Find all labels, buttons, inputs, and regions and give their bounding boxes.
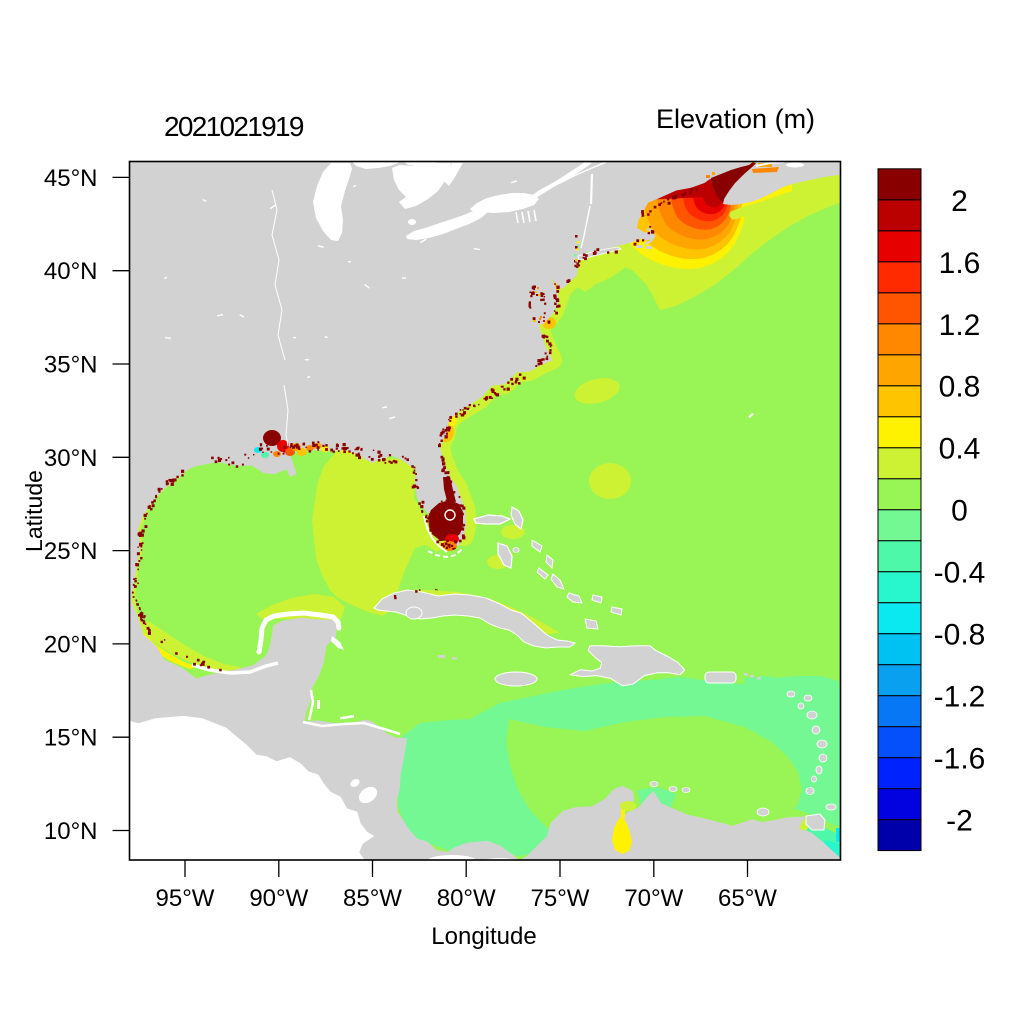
- svg-text:85°W: 85°W: [343, 885, 402, 912]
- svg-text:70°W: 70°W: [624, 885, 683, 912]
- svg-text:95°W: 95°W: [156, 885, 215, 912]
- svg-text:20°N: 20°N: [44, 631, 98, 658]
- svg-text:30°N: 30°N: [44, 445, 98, 472]
- svg-text:1.2: 1.2: [939, 309, 981, 342]
- svg-text:-1.2: -1.2: [934, 681, 986, 714]
- svg-text:Elevation (m): Elevation (m): [656, 104, 815, 134]
- svg-text:-2: -2: [946, 805, 973, 838]
- svg-text:-0.4: -0.4: [934, 557, 986, 590]
- svg-text:75°W: 75°W: [531, 885, 590, 912]
- svg-text:Longitude: Longitude: [431, 923, 536, 950]
- svg-text:35°N: 35°N: [44, 352, 98, 379]
- svg-text:90°W: 90°W: [249, 885, 308, 912]
- svg-text:Latitude: Latitude: [21, 470, 47, 552]
- svg-text:15°N: 15°N: [44, 725, 98, 752]
- svg-text:0: 0: [951, 495, 968, 528]
- svg-text:-1.6: -1.6: [934, 743, 986, 776]
- svg-text:10°N: 10°N: [44, 818, 98, 845]
- svg-text:65°W: 65°W: [718, 885, 777, 912]
- svg-text:0.4: 0.4: [939, 433, 981, 466]
- svg-text:80°W: 80°W: [437, 885, 496, 912]
- svg-text:1.6: 1.6: [939, 247, 981, 280]
- svg-text:2: 2: [951, 185, 968, 218]
- svg-text:25°N: 25°N: [44, 538, 98, 565]
- svg-text:-0.8: -0.8: [934, 619, 986, 652]
- svg-text:40°N: 40°N: [44, 258, 98, 285]
- svg-text:45°N: 45°N: [44, 165, 98, 192]
- svg-text:2021021919: 2021021919: [164, 111, 304, 142]
- svg-text:0.8: 0.8: [939, 371, 981, 404]
